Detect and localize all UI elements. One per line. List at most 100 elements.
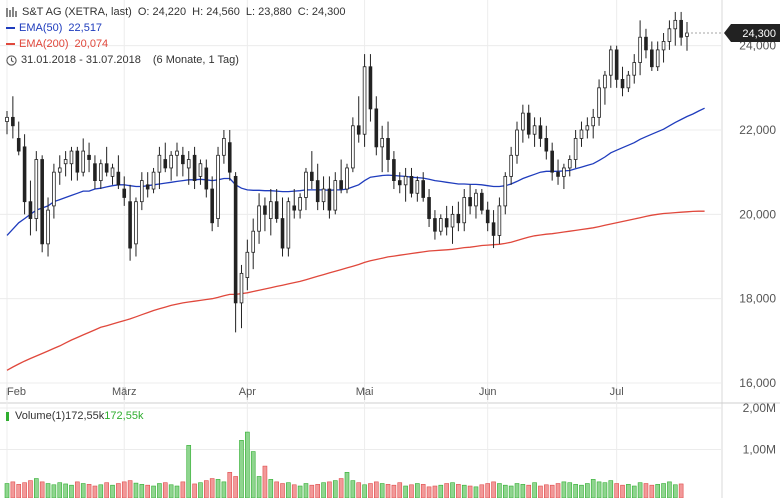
ema200-swatch: [6, 43, 15, 45]
candle: [134, 197, 138, 257]
candle-body: [233, 175, 238, 304]
candle-body: [368, 66, 373, 110]
candle-body: [444, 218, 449, 228]
candle-body: [521, 112, 525, 131]
candle-body: [497, 205, 502, 236]
volume-bar: [379, 483, 385, 498]
candle: [456, 201, 461, 232]
candle-body: [562, 167, 566, 177]
volume-bar: [198, 482, 203, 498]
candle: [544, 125, 549, 160]
candle-body: [603, 74, 607, 89]
candle-body: [491, 222, 496, 236]
volume-bar: [145, 484, 150, 498]
candle: [655, 41, 660, 71]
x-tick-label: Apr: [239, 386, 256, 398]
volume-bar: [256, 476, 262, 498]
volume-bar: [51, 484, 57, 498]
candle-body: [608, 49, 613, 76]
volume-bar: [45, 483, 51, 498]
candle-body: [409, 175, 414, 194]
volume-bar: [168, 484, 174, 498]
volume-bar: [280, 483, 285, 498]
y-axis-background: [722, 0, 780, 498]
volume-bar: [332, 480, 338, 498]
candle-body: [175, 150, 179, 156]
volume-bar: [80, 483, 86, 498]
y-tick-label: 20,000: [739, 207, 776, 221]
volume-bar: [86, 484, 92, 498]
candle: [122, 176, 127, 206]
candle: [145, 172, 150, 198]
candle-body: [81, 150, 86, 173]
volume-bar: [362, 484, 367, 498]
candle-body: [614, 49, 619, 80]
candle: [222, 130, 226, 164]
candle: [585, 117, 590, 139]
candle-body: [304, 171, 308, 198]
candle-body: [620, 79, 625, 89]
candle: [310, 151, 314, 190]
low-value: 23,880: [258, 6, 292, 18]
ema200-label: EMA(200): [19, 38, 69, 50]
candle-body: [468, 197, 472, 207]
volume-bars: [4, 431, 684, 498]
candle-body: [650, 49, 654, 68]
candle-body: [333, 180, 338, 211]
candle: [626, 70, 631, 93]
candle-body: [462, 197, 467, 224]
candle: [204, 159, 209, 198]
volume-bar: [526, 484, 532, 498]
candle: [614, 45, 619, 88]
close-label: C:: [297, 6, 309, 18]
volume-tick-label: 1,00M: [743, 443, 776, 457]
volume-bar: [620, 484, 625, 498]
candle: [679, 11, 683, 46]
candle: [503, 172, 508, 215]
volume-bar: [297, 485, 303, 498]
high-value: 24,560: [206, 6, 240, 18]
volume-swatch: [6, 411, 9, 421]
legend-ema200-row[interactable]: EMA(200) 20,074: [6, 36, 346, 52]
volume-bar: [75, 481, 80, 498]
candle-body: [163, 159, 168, 169]
volume-bar: [661, 483, 666, 498]
candle-body: [591, 116, 596, 127]
volume-bar: [667, 481, 672, 498]
candle-body: [198, 163, 203, 177]
candle-body: [597, 87, 601, 118]
volume-bar: [502, 484, 508, 498]
candle-body: [286, 201, 291, 249]
candle: [321, 176, 326, 211]
volume-value-secondary: 172,55k: [104, 410, 144, 422]
candle: [245, 239, 250, 291]
open-value: 24,220: [152, 6, 187, 18]
x-tick-label: Jun: [479, 386, 497, 398]
volume-bar: [63, 483, 68, 498]
candle-body: [87, 154, 91, 160]
legend-ema50-row[interactable]: EMA(50) 22,517: [6, 20, 346, 36]
candle: [75, 146, 80, 181]
volume-bar: [403, 485, 408, 498]
candle: [315, 163, 320, 211]
candle: [468, 184, 472, 215]
candle-body: [356, 125, 361, 135]
candle: [380, 125, 384, 173]
period-range: 31.01.2018 - 31.07.2018: [21, 54, 141, 66]
candle: [216, 146, 220, 227]
candle: [450, 205, 455, 244]
candle-body: [339, 180, 343, 190]
candle-body: [644, 36, 648, 51]
last-price-label: 24,300: [742, 28, 776, 40]
instrument-title: S&T AG (XETRA, last): [22, 6, 132, 18]
volume-bar: [57, 482, 63, 498]
volume-bar: [139, 484, 145, 498]
candle-body: [57, 167, 62, 173]
candle: [339, 159, 343, 194]
candle: [286, 197, 291, 257]
candle: [427, 189, 431, 227]
candle-body: [567, 159, 572, 169]
candle: [603, 70, 607, 105]
volume-bar: [22, 482, 27, 498]
